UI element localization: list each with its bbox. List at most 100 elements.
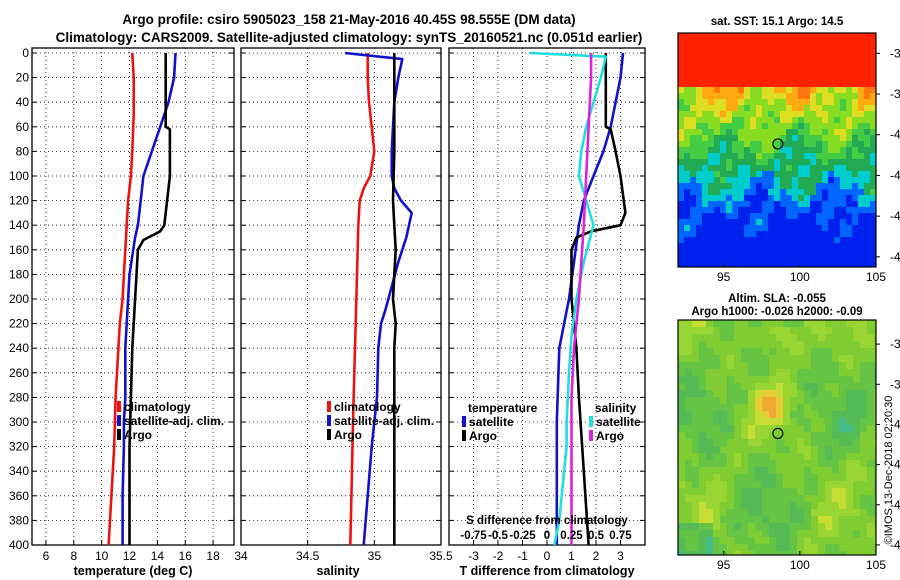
sst-heatmap-cell	[732, 165, 739, 172]
sst-heatmap-cell	[870, 117, 876, 124]
sst-heatmap-cell	[828, 243, 835, 250]
sla-heatmap-cell	[790, 460, 798, 468]
sst-heatmap-cell	[780, 237, 787, 244]
sla-heatmap-cell	[874, 355, 876, 363]
sla-heatmap-cell	[762, 369, 770, 377]
sst-heatmap-cell	[792, 45, 799, 52]
sla-heatmap-cell	[755, 488, 763, 496]
sst-heatmap-cell	[846, 255, 853, 262]
sla-heatmap-cell	[776, 411, 784, 419]
sla-heatmap-cell	[678, 474, 686, 482]
sla-heatmap-cell	[783, 341, 791, 349]
sla-heatmap-cell	[678, 516, 686, 524]
sla-heatmap-cell	[797, 537, 805, 545]
salinity-plot-frame	[240, 47, 442, 546]
sla-heatmap-cell	[846, 383, 854, 391]
sla-heatmap-cell	[860, 502, 868, 510]
sst-heatmap-cell	[846, 183, 853, 190]
sla-heatmap-cell	[867, 516, 875, 524]
sst-heatmap-cell	[816, 93, 823, 100]
sla-heatmap-cell	[741, 453, 749, 461]
sla-heatmap-cell	[776, 516, 784, 524]
y-tick-label: 380	[9, 513, 29, 527]
sla-heatmap-cell	[706, 551, 714, 555]
sst-heatmap-cell	[870, 69, 876, 76]
sst-heatmap-cell	[744, 207, 751, 214]
sst-heatmap-cell	[804, 45, 811, 52]
sla-heatmap-cell	[776, 474, 784, 482]
sst-heatmap-cell	[774, 237, 781, 244]
sla-heatmap-cell	[860, 551, 868, 555]
sla-heatmap-cell	[776, 418, 784, 426]
sst-heatmap-cell	[750, 147, 757, 154]
sst-heatmap-cell	[678, 213, 685, 220]
sla-heatmap-cell	[818, 446, 826, 454]
sst-heatmap-cell	[810, 159, 817, 166]
sst-heatmap-cell	[738, 33, 745, 40]
sla-heatmap-cell	[692, 509, 700, 517]
sst-heatmap-cell	[684, 69, 691, 76]
sst-heatmap-cell	[714, 213, 721, 220]
sla-heatmap-cell	[706, 460, 714, 468]
sla-heatmap-cell	[755, 355, 763, 363]
sst-heatmap-cell	[702, 207, 709, 214]
sst-heatmap-cell	[864, 39, 871, 46]
sst-heatmap-cell	[762, 135, 769, 142]
sla-heatmap-cell	[678, 327, 686, 335]
sst-heatmap-cell	[780, 123, 787, 130]
sst-heatmap-cell	[726, 183, 733, 190]
sst-heatmap-cell	[714, 171, 721, 178]
sla-heatmap-cell	[839, 376, 847, 384]
sst-heatmap-cell	[720, 129, 727, 136]
sla-heatmap-cell	[874, 516, 876, 524]
sst-heatmap-cell	[870, 171, 876, 178]
salinity-panel: 34 34.5 35 35.5 salinity climatology satell…	[234, 47, 453, 578]
sst-heatmap-cell	[726, 207, 733, 214]
sla-heatmap-cell	[811, 362, 819, 370]
sla-heatmap-cell	[818, 530, 826, 538]
sla-heatmap-cell	[769, 516, 777, 524]
sla-heatmap-cell	[727, 390, 735, 398]
sst-heatmap-cell	[858, 39, 865, 46]
sla-heatmap-cell	[720, 341, 728, 349]
sla-heatmap-cell	[692, 481, 700, 489]
sla-heatmap-cell	[818, 334, 826, 342]
sst-heatmap-cell	[678, 135, 685, 142]
sla-heatmap-cell	[867, 390, 875, 398]
sla-heatmap-cell	[706, 390, 714, 398]
sst-heatmap-cell	[840, 141, 847, 148]
sla-heatmap-cell	[839, 439, 847, 447]
sst-heatmap-cell	[816, 255, 823, 262]
sla-heatmap-cell	[853, 502, 861, 510]
sst-heatmap-cell	[696, 135, 703, 142]
sst-heatmap-cell	[756, 243, 763, 250]
sla-heatmap-cell	[699, 474, 707, 482]
x-tick-label: 2	[593, 549, 600, 563]
sst-heatmap-cell	[720, 207, 727, 214]
sla-heatmap-cell	[832, 334, 840, 342]
sst-heatmap-cell	[690, 87, 697, 94]
sla-heatmap-cell	[790, 530, 798, 538]
sst-heatmap-cell	[756, 159, 763, 166]
sla-heatmap-cell	[874, 334, 876, 342]
sla-heatmap-cell	[783, 460, 791, 468]
sst-heatmap-cell	[798, 153, 805, 160]
sla-heatmap-cell	[839, 418, 847, 426]
sla-heatmap-cell	[874, 376, 876, 384]
sla-heatmap-cell	[783, 551, 791, 555]
sla-heatmap-cell	[762, 537, 770, 545]
sla-heatmap-cell	[720, 320, 728, 328]
sst-heatmap-cell	[864, 111, 871, 118]
sla-heatmap-cell	[783, 397, 791, 405]
sst-heatmap-cell	[726, 243, 733, 250]
sst-heatmap-cell	[834, 75, 841, 82]
sst-heatmap-cell	[690, 117, 697, 124]
y-tick-label: 200	[9, 292, 29, 306]
sla-heatmap-cell	[741, 362, 749, 370]
sst-heatmap-cell	[774, 207, 781, 214]
sla-heatmap-cell	[741, 404, 749, 412]
sst-heatmap-cell	[726, 249, 733, 256]
sst-heatmap-cell	[822, 33, 829, 40]
sst-heatmap-cell	[744, 39, 751, 46]
sst-heatmap-cell	[684, 255, 691, 262]
